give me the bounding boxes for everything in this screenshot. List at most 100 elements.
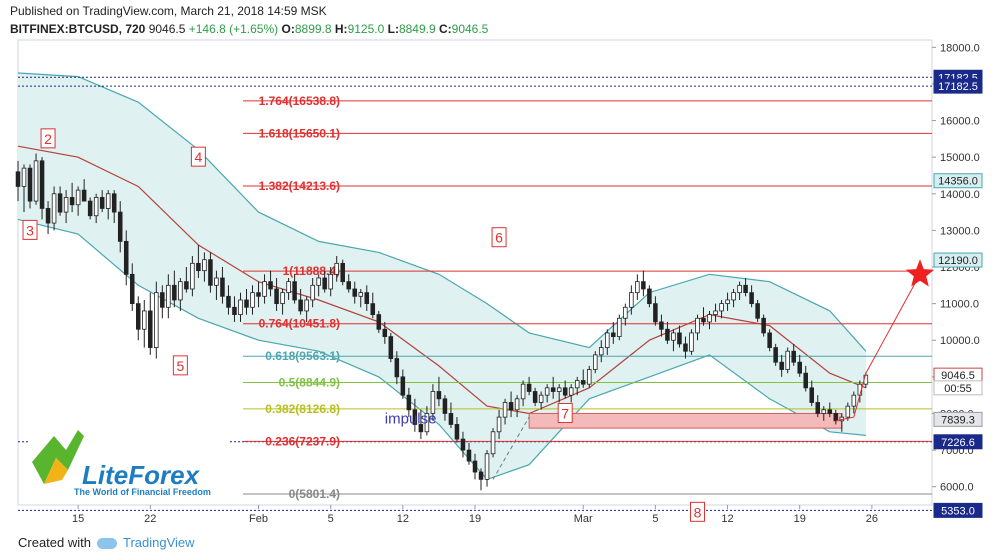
high-value: 9125.0: [347, 22, 385, 36]
last-price: 9046.5: [148, 22, 186, 36]
candle-body: [731, 292, 736, 301]
candle-body: [160, 292, 165, 308]
fib-level-label: 1.382(14213.6): [259, 179, 340, 193]
candle-body: [641, 281, 646, 290]
x-tick-label: Feb: [249, 513, 268, 525]
wave-label-text: 6: [495, 230, 503, 246]
wave-label-4: 4: [190, 146, 206, 167]
projection-line: [835, 274, 921, 422]
candle-body: [292, 281, 297, 301]
y-tick-label: 18000.0: [940, 42, 980, 54]
close-label: C:: [438, 22, 452, 36]
candle-body: [653, 303, 658, 323]
candle-body: [406, 394, 412, 411]
wave-label-5: 5: [172, 355, 188, 376]
candle-body: [454, 424, 460, 440]
candle-body: [592, 354, 598, 370]
logo-check-icon: [32, 430, 84, 484]
candle-body: [370, 303, 376, 316]
candle-body: [226, 295, 231, 308]
candle-body: [623, 306, 628, 319]
candle-body: [129, 273, 135, 305]
candle-body: [51, 193, 57, 224]
candle-body: [496, 416, 502, 433]
wave-label-text: 5: [176, 358, 184, 374]
candle-body: [69, 197, 75, 206]
candle-body: [75, 189, 81, 206]
price-badge-label: 00:55: [944, 383, 972, 395]
candle-body: [286, 281, 291, 294]
candle-body: [346, 281, 351, 290]
x-tick-label: Mar: [574, 513, 593, 525]
wave-label-text: 8: [694, 504, 702, 520]
candle-body: [400, 376, 406, 396]
price-badge: [933, 411, 983, 427]
candle-body: [238, 299, 243, 316]
candle-body: [580, 380, 586, 385]
candle-body: [635, 281, 640, 294]
candle-body: [773, 347, 778, 363]
candle-body: [364, 292, 370, 305]
candle-body: [57, 193, 63, 213]
logo-tagline-text: The World of Financial Freedom: [74, 487, 211, 497]
candle-body: [111, 193, 117, 213]
candle-body: [617, 317, 622, 337]
price-badge-label: 9046.5: [941, 370, 975, 382]
candle-body: [99, 197, 105, 209]
logo-check-accent-icon: [44, 458, 68, 484]
price-badge-label: 5353.0: [941, 505, 975, 517]
wave-label-text: 4: [194, 149, 202, 165]
y-tick-label: 13000.0: [940, 225, 980, 237]
candle-body: [749, 292, 754, 305]
candle-body: [586, 369, 592, 385]
price-badge: [933, 434, 983, 450]
candle-body: [448, 413, 454, 425]
wave-label-box: [172, 355, 188, 376]
wave-label-3: 3: [22, 219, 38, 240]
candle-body: [376, 314, 382, 330]
candle-body: [671, 332, 676, 341]
candle-body: [713, 310, 718, 316]
candle-body: [352, 288, 358, 297]
candle-body: [791, 350, 796, 363]
candle-body: [166, 284, 171, 308]
candle-body: [340, 262, 345, 283]
candle-body: [196, 262, 201, 272]
candle-body: [472, 460, 478, 473]
candle-body: [93, 197, 99, 217]
wave-label-text: 3: [26, 222, 34, 238]
candle-body: [27, 167, 33, 202]
candle-body: [508, 402, 514, 411]
candle-body: [190, 262, 195, 290]
symbol-header: BITFINEX:BTCUSD, 720 9046.5 +146.8 (+1.6…: [10, 22, 488, 36]
candle-body: [761, 317, 766, 334]
candle-body: [424, 413, 430, 433]
candle-body: [394, 358, 400, 378]
close-value: 9046.5: [451, 22, 489, 36]
footer: Created with TradingView: [18, 535, 195, 550]
price-badge-label: 7226.6: [941, 437, 975, 449]
candle-body: [659, 321, 664, 330]
tradingview-link[interactable]: TradingView: [122, 535, 195, 550]
candle-body: [490, 431, 496, 455]
candle-body: [599, 347, 604, 356]
x-tick-label: 5: [328, 513, 334, 525]
candle-body: [821, 409, 827, 414]
candle-body: [388, 336, 394, 359]
candle-body: [737, 284, 742, 294]
open-label: O:: [281, 22, 295, 36]
candle-body: [214, 277, 219, 286]
candle-body: [785, 350, 790, 370]
candle-body: [154, 292, 159, 348]
candle-body: [442, 398, 448, 414]
candle-body: [538, 394, 544, 403]
candle-body: [148, 310, 153, 348]
candle-body: [647, 288, 652, 305]
candle-body: [328, 273, 333, 290]
price-badge: [933, 78, 983, 94]
candle-body: [15, 171, 21, 187]
candle-body: [484, 453, 490, 480]
candle-body: [172, 284, 177, 301]
wave-label-8: 8: [689, 501, 705, 522]
